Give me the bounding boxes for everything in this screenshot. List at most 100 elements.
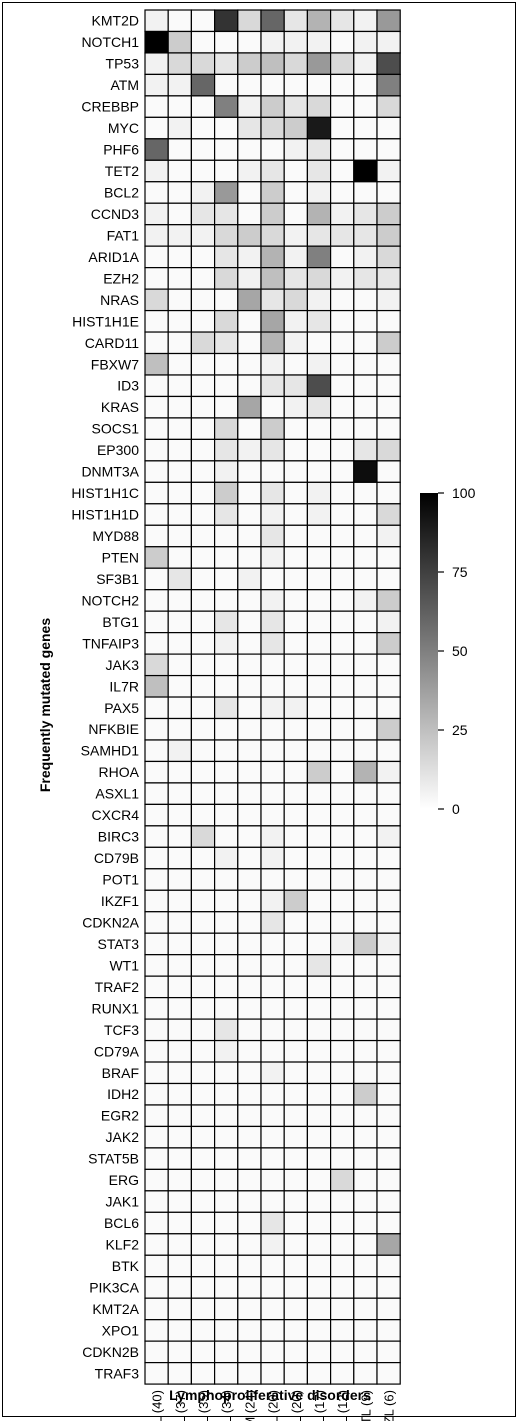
heatmap-cell bbox=[376, 159, 401, 183]
heatmap-cell bbox=[144, 717, 169, 741]
heatmap-cell bbox=[237, 589, 262, 612]
heatmap-cell bbox=[330, 481, 355, 505]
heatmap-cell bbox=[353, 267, 378, 290]
heatmap-cell bbox=[144, 1125, 169, 1149]
gene-label: PIK3CA bbox=[89, 1279, 139, 1295]
heatmap-cell bbox=[237, 868, 262, 891]
heatmap-cell bbox=[190, 674, 216, 698]
heatmap-cell bbox=[237, 696, 262, 720]
heatmap-cell bbox=[376, 1168, 401, 1192]
heatmap-cell bbox=[283, 460, 309, 483]
heatmap-cell bbox=[190, 503, 216, 526]
heatmap-cell bbox=[330, 52, 355, 76]
heatmap-cell bbox=[167, 610, 192, 634]
heatmap-cell bbox=[237, 202, 262, 226]
heatmap-cell bbox=[260, 352, 285, 376]
heatmap-cell bbox=[214, 739, 239, 763]
heatmap-cell bbox=[190, 739, 216, 763]
heatmap-cell bbox=[214, 803, 239, 827]
gene-label: BRAF bbox=[102, 1065, 139, 1081]
gene-label: EZH2 bbox=[103, 270, 139, 286]
heatmap-cell bbox=[237, 1168, 262, 1192]
heatmap-cell bbox=[237, 1211, 262, 1235]
heatmap-cell bbox=[144, 417, 169, 440]
heatmap-cell bbox=[214, 374, 239, 398]
heatmap-cell bbox=[330, 1147, 355, 1170]
heatmap-cell bbox=[353, 1061, 378, 1085]
heatmap-cell bbox=[330, 932, 355, 956]
colorbar-tick-label: 0 bbox=[452, 801, 460, 817]
heatmap-cell bbox=[306, 782, 332, 805]
disorder-label: CLL (37) bbox=[173, 1390, 188, 1421]
heatmap-cell bbox=[376, 696, 401, 720]
heatmap-cell bbox=[144, 1147, 169, 1170]
heatmap-cell bbox=[353, 159, 378, 183]
heatmap-cell bbox=[167, 975, 192, 999]
heatmap-cell bbox=[214, 954, 239, 977]
heatmap-cell bbox=[167, 352, 192, 376]
heatmap-cell bbox=[376, 1082, 401, 1106]
heatmap-cell bbox=[167, 138, 192, 161]
heatmap-cell bbox=[353, 1125, 378, 1149]
heatmap-cell bbox=[260, 1362, 285, 1385]
heatmap-cell bbox=[214, 524, 239, 548]
heatmap-cell bbox=[283, 116, 309, 140]
heatmap-cell bbox=[376, 524, 401, 548]
heatmap-cell bbox=[190, 1340, 216, 1364]
heatmap-cell bbox=[260, 1039, 285, 1063]
heatmap-cell bbox=[283, 1168, 309, 1192]
heatmap-cell bbox=[283, 1254, 309, 1278]
heatmap-cell bbox=[283, 546, 309, 569]
gene-label: HIST1H1D bbox=[71, 507, 139, 523]
heatmap-cell bbox=[144, 610, 169, 634]
heatmap-cell bbox=[167, 567, 192, 591]
heatmap-cell bbox=[376, 653, 401, 677]
heatmap-cell bbox=[214, 1362, 239, 1385]
heatmap-cell bbox=[330, 846, 355, 870]
heatmap-cell bbox=[167, 932, 192, 956]
heatmap-cell bbox=[167, 1297, 192, 1321]
heatmap-cell bbox=[214, 889, 239, 913]
heatmap-cell bbox=[190, 1190, 216, 1213]
heatmap-cell bbox=[376, 760, 401, 784]
gene-label: PTEN bbox=[102, 549, 139, 565]
heatmap-cell bbox=[167, 1362, 192, 1385]
heatmap-cell bbox=[306, 309, 332, 333]
heatmap-cell bbox=[283, 9, 309, 33]
heatmap-cell bbox=[283, 245, 309, 269]
heatmap-cell bbox=[237, 1061, 262, 1085]
heatmap-cell bbox=[167, 309, 192, 333]
heatmap-cell bbox=[214, 181, 239, 204]
heatmap-cell bbox=[237, 267, 262, 290]
heatmap-cell bbox=[144, 868, 169, 891]
heatmap-cell bbox=[353, 1362, 378, 1385]
heatmap-cell bbox=[144, 1362, 169, 1385]
heatmap-cell bbox=[283, 696, 309, 720]
heatmap-cell bbox=[283, 503, 309, 526]
gene-label: TNFAIP3 bbox=[82, 635, 139, 651]
heatmap-cell bbox=[190, 782, 216, 805]
heatmap-cell bbox=[190, 954, 216, 977]
heatmap-cell bbox=[190, 138, 216, 161]
heatmap-cell bbox=[353, 1147, 378, 1170]
heatmap-cell bbox=[190, 288, 216, 312]
heatmap-cell bbox=[190, 997, 216, 1020]
heatmap-cell bbox=[376, 1190, 401, 1213]
heatmap-cell bbox=[283, 868, 309, 891]
heatmap-cell bbox=[237, 1276, 262, 1299]
gene-label: KMT2D bbox=[92, 13, 139, 29]
heatmap-cell bbox=[353, 846, 378, 870]
heatmap-cell bbox=[214, 674, 239, 698]
heatmap-cell bbox=[167, 224, 192, 247]
heatmap-cell bbox=[167, 159, 192, 183]
heatmap-cell bbox=[167, 1319, 192, 1342]
heatmap-cell bbox=[190, 95, 216, 118]
heatmap-cell bbox=[214, 868, 239, 891]
heatmap-cell bbox=[330, 1297, 355, 1321]
heatmap-cell bbox=[260, 1297, 285, 1321]
heatmap-cell bbox=[353, 632, 378, 655]
heatmap-cell bbox=[306, 1147, 332, 1170]
heatmap-cell bbox=[260, 1319, 285, 1342]
heatmap-cell bbox=[237, 1297, 262, 1321]
heatmap-cell bbox=[306, 331, 332, 355]
